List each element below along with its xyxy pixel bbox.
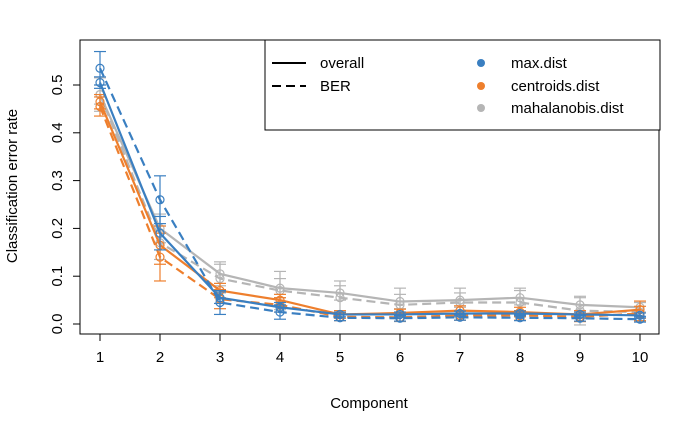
legend-max-dist-marker	[477, 59, 485, 67]
data-point	[155, 252, 165, 262]
x-tick-label: 8	[516, 349, 524, 366]
series-line	[98, 67, 641, 321]
legend-overall-label: overall	[320, 55, 364, 72]
series-line	[98, 94, 641, 314]
data-point	[335, 313, 345, 323]
data-point	[335, 293, 345, 303]
legend: overall BER max.dist centroids.dist maha…	[264, 39, 661, 131]
y-tick-label: 0.3	[49, 170, 66, 191]
data-point	[455, 312, 465, 322]
legend-box	[264, 39, 661, 131]
y-tick-label: 0.0	[49, 314, 66, 335]
data-point	[215, 297, 225, 308]
legend-mahalanobis-dist-marker	[477, 104, 485, 112]
x-tick-label: 4	[276, 349, 284, 366]
y-axis-title: Classification error rate	[4, 109, 21, 263]
legend-centroids-dist-label: centroids.dist	[511, 78, 600, 95]
data-point	[275, 307, 285, 317]
x-tick-label: 9	[576, 349, 584, 366]
series-line	[98, 82, 641, 317]
legend-max-dist-label: max.dist	[511, 55, 568, 72]
data-point	[215, 273, 225, 284]
y-tick-label: 0.2	[49, 218, 66, 239]
data-point	[95, 63, 105, 73]
series-line	[98, 101, 641, 316]
data-point	[515, 297, 525, 308]
series-centroids-dist-ber	[94, 96, 646, 323]
legend-centroids-dist-marker	[477, 82, 485, 90]
data-point	[155, 228, 165, 238]
series-group	[94, 50, 646, 326]
data-point	[95, 101, 105, 112]
x-axis-title: Component	[330, 395, 408, 412]
series-line	[98, 106, 641, 319]
data-point	[395, 313, 405, 323]
data-point	[635, 314, 645, 324]
legend-mahalanobis-dist-label: mahalanobis.dist	[511, 100, 624, 117]
axes-group: 1 2 3 4 5 6 7 8 9 10 0.0 0.1 0.2 0.3 0.4 0.5	[49, 39, 660, 366]
series-max-dist-ber	[94, 50, 646, 324]
data-point	[515, 313, 525, 323]
x-tick-label: 7	[456, 349, 464, 366]
x-tick-label: 2	[156, 349, 164, 366]
y-tick-label: 0.1	[49, 266, 66, 287]
data-point	[155, 195, 165, 205]
x-tick-label: 10	[632, 349, 649, 366]
x-tick-label: 3	[216, 349, 224, 366]
data-point	[575, 313, 585, 323]
x-tick-label: 6	[396, 349, 404, 366]
legend-ber-label: BER	[320, 78, 351, 95]
y-tick-label: 0.5	[49, 75, 66, 96]
x-tick-label: 5	[336, 349, 344, 366]
x-tick-label: 1	[96, 349, 104, 366]
y-tick-label: 0.4	[49, 122, 66, 143]
